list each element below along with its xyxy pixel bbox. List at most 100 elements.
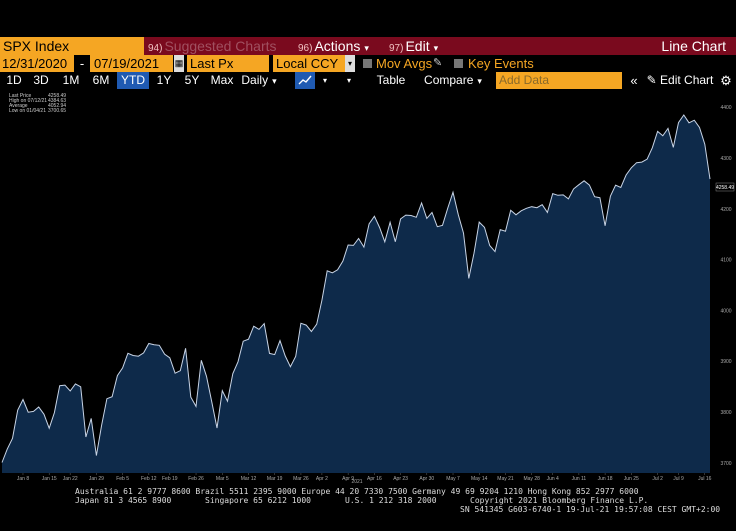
price-area-fill — [2, 115, 710, 473]
line-chart-glyph — [298, 75, 312, 85]
last-value-label: 4258.49 — [716, 185, 734, 191]
tab-ytd[interactable]: YTD — [117, 72, 149, 89]
chart-legend: Last Price 4258.49 High on 07/12/21 4384… — [9, 93, 66, 114]
frequency-dropdown-icon: ▾ — [272, 76, 277, 86]
edit-number: 97) — [389, 43, 404, 54]
edit-menu[interactable]: 97) Edit ▾ — [389, 37, 438, 55]
legend-average-label: Average — [9, 103, 28, 109]
edit-chart-button[interactable]: ✎ Edit Chart — [644, 72, 716, 89]
x-tick-label: Apr 30 — [419, 476, 434, 482]
actions-menu[interactable]: 96) Actions ▾ — [298, 37, 369, 55]
tab-1m[interactable]: 1M — [62, 73, 80, 87]
x-tick-label: Feb 26 — [188, 476, 204, 482]
y-tick-label: 4000 — [720, 308, 731, 314]
x-tick-label: Jul 16 — [698, 476, 712, 482]
x-tick-label: Jan 22 — [63, 476, 78, 482]
suggested-charts-label: Suggested Charts — [164, 38, 277, 54]
footer-line-2c: U.S. 1 212 318 2000 — [345, 496, 437, 505]
compare-dropdown-icon: ▾ — [477, 76, 482, 86]
x-tick-label: May 14 — [471, 476, 488, 482]
edit-chart-label: Edit Chart — [660, 73, 714, 87]
table-button[interactable]: Table — [376, 73, 406, 87]
tab-3d[interactable]: 3D — [33, 73, 49, 87]
mov-avgs-label[interactable]: Mov Avgs — [376, 56, 433, 71]
x-tick-label: Apr 9 — [342, 476, 354, 482]
actions-number: 96) — [298, 43, 313, 54]
x-tick-label: May 7 — [446, 476, 460, 482]
footer-line-2d: Copyright 2021 Bloomberg Finance L.P. — [470, 496, 649, 505]
footer-line-2b: Singapore 65 6212 1000 — [205, 496, 311, 505]
start-date-field[interactable]: 12/31/2020 — [0, 55, 74, 72]
x-tick-label: Jun 18 — [598, 476, 613, 482]
frequency-select[interactable]: Daily ▾ — [241, 72, 277, 89]
function-bar: SPX Index 94) Suggested Charts 96) Actions… — [0, 37, 736, 55]
y-tick-label: 3900 — [720, 359, 731, 365]
footer: Australia 61 2 9777 8600 Brazil 5511 239… — [0, 486, 736, 531]
compare-label: Compare — [424, 73, 474, 87]
tab-1d[interactable]: 1D — [6, 73, 22, 87]
toolbar: 1D 3D 1M 6M YTD 1Y 5Y Max Daily ▾ ▾ ▾ Tab… — [0, 72, 736, 89]
edit-label: Edit — [405, 38, 430, 54]
footer-line-2a: Japan 81 3 4565 8900 — [75, 496, 172, 505]
calendar-icon[interactable]: ▦ — [174, 55, 184, 72]
tab-1y[interactable]: 1Y — [156, 73, 172, 87]
line-chart-icon[interactable] — [295, 72, 315, 89]
currency-select[interactable]: Local CCY — [273, 55, 345, 72]
x-tick-label: Feb 5 — [116, 476, 129, 482]
chart-style-dropdown-icon[interactable]: ▾ — [322, 76, 327, 85]
x-tick-label: Jan 29 — [89, 476, 104, 482]
x-axis-year-label: 2021 — [351, 479, 362, 485]
suggested-charts-menu[interactable]: 94) Suggested Charts — [148, 37, 277, 55]
tab-max[interactable]: Max — [210, 73, 234, 87]
x-tick-label: Jun 11 — [572, 476, 587, 482]
frequency-label: Daily — [241, 73, 269, 87]
x-tick-label: Jan 15 — [42, 476, 57, 482]
x-tick-label: Feb 12 — [141, 476, 157, 482]
chart-type-title: Line Chart — [661, 38, 726, 54]
legend-average-value: 4052.94 — [48, 103, 66, 109]
controls-bar: 12/31/2020 - 07/19/2021 ▦ Last Px Local … — [0, 55, 736, 72]
x-tick-label: Apr 2 — [316, 476, 328, 482]
security-field[interactable]: SPX Index — [0, 37, 144, 55]
legend-high-value: 4384.63 — [48, 98, 66, 104]
y-tick-label: 4200 — [720, 207, 731, 213]
tab-5y[interactable]: 5Y — [184, 73, 200, 87]
x-tick-label: Mar 5 — [216, 476, 229, 482]
key-events-checkbox[interactable] — [454, 59, 463, 68]
y-tick-label: 3700 — [720, 461, 731, 467]
pencil-icon[interactable]: ✎ — [433, 57, 443, 69]
chart-options-dropdown-icon[interactable]: ▾ — [346, 76, 351, 85]
date-separator: - — [79, 56, 85, 71]
settings-gear-icon[interactable]: ⚙ — [720, 73, 732, 88]
footer-line-3: SN 541345 G603-6740-1 19-Jul-21 19:57:08… — [460, 505, 721, 514]
edit-chart-pencil-icon: ✎ — [646, 73, 657, 87]
legend-last-price-value: 4258.49 — [48, 93, 66, 99]
x-tick-label: Mar 12 — [241, 476, 257, 482]
price-chart[interactable]: 3700 3800 3900 4000 4100 4200 4300 4400 Jan 8 Ja… — [0, 89, 736, 485]
collapse-icon[interactable]: « — [630, 73, 638, 88]
x-tick-label: Jan 8 — [17, 476, 29, 482]
y-tick-label: 4100 — [720, 258, 731, 264]
footer-line-1: Australia 61 2 9777 8600 Brazil 5511 239… — [75, 487, 639, 496]
tab-6m[interactable]: 6M — [92, 73, 110, 87]
x-tick-label: May 28 — [523, 476, 540, 482]
x-tick-label: Jul 2 — [652, 476, 663, 482]
mov-avgs-checkbox[interactable] — [363, 59, 372, 68]
x-tick-label: Jun 4 — [547, 476, 559, 482]
key-events-label[interactable]: Key Events — [468, 56, 534, 71]
actions-dropdown-icon: ▾ — [364, 43, 369, 53]
x-tick-label: Jun 25 — [624, 476, 639, 482]
compare-menu[interactable]: Compare ▾ — [423, 72, 483, 89]
legend-high-label: High on 07/12/21 — [9, 98, 47, 104]
currency-dropdown-icon[interactable]: ▾ — [345, 55, 355, 72]
add-data-input[interactable]: Add Data — [496, 72, 622, 89]
price-field-select[interactable]: Last Px — [187, 55, 269, 72]
x-tick-label: Apr 23 — [393, 476, 408, 482]
legend-last-price-label: Last Price — [9, 93, 31, 99]
suggested-charts-number: 94) — [148, 43, 163, 54]
legend-low-value: 3700.65 — [48, 108, 66, 114]
price-line — [1, 114, 711, 463]
end-date-field[interactable]: 07/19/2021 — [90, 55, 173, 72]
y-tick-label: 4400 — [720, 105, 731, 111]
actions-label: Actions — [314, 38, 361, 54]
